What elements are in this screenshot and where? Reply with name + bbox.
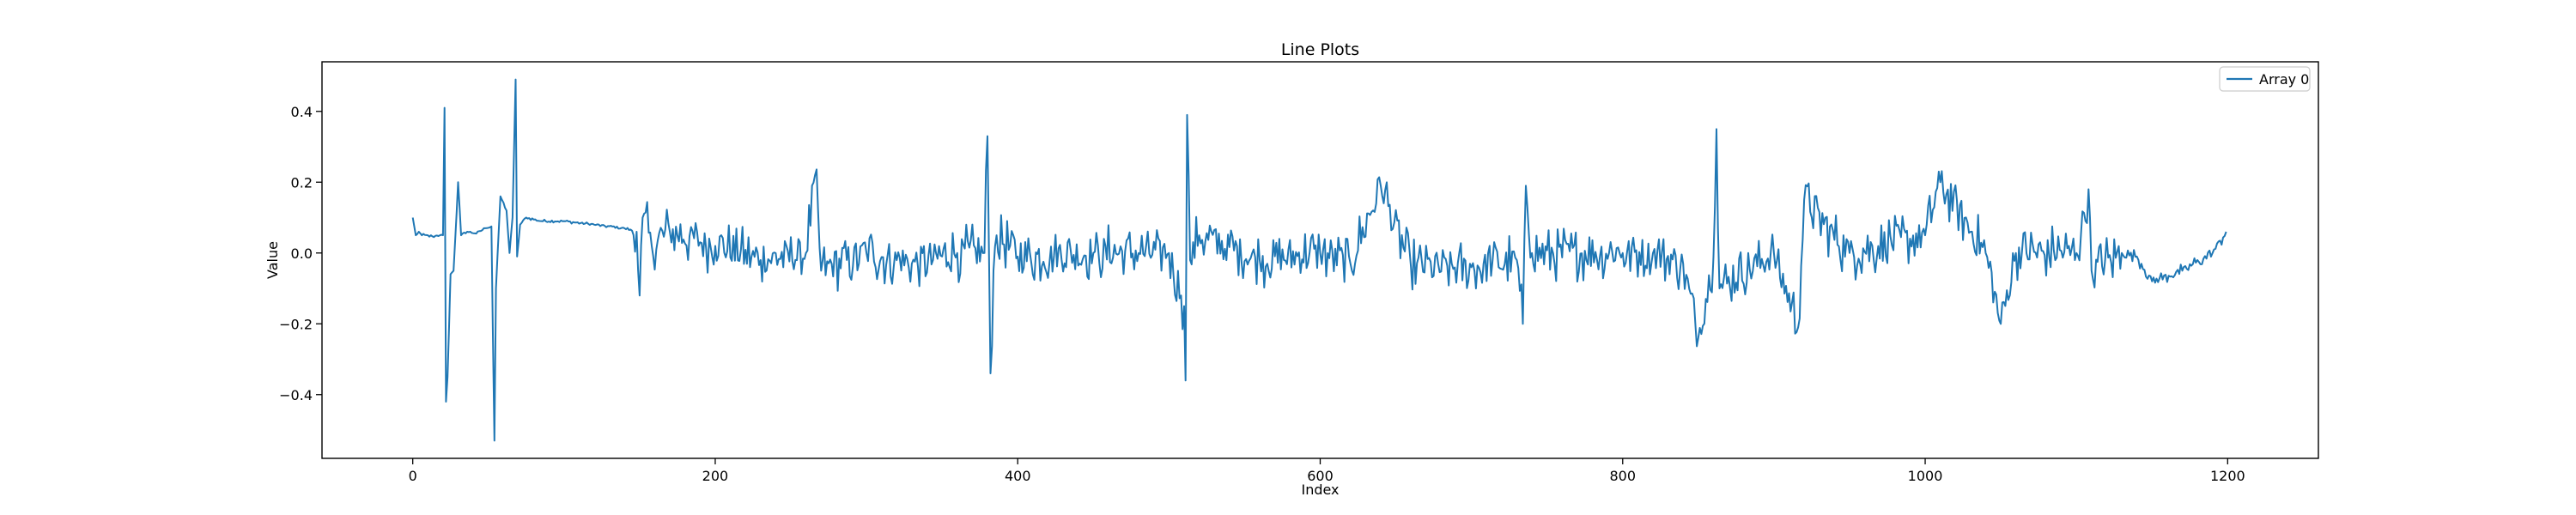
x-axis-title: Index — [1301, 482, 1339, 498]
x-tick-label: 600 — [1307, 468, 1334, 484]
x-axis: 0 200 400 600 800 1000 1200 — [409, 458, 2245, 484]
series-layer — [411, 78, 2227, 442]
y-axis: −0.4 −0.2 0.0 0.2 0.4 — [279, 104, 322, 403]
plot-frame — [321, 61, 2319, 459]
y-tick-label: −0.4 — [279, 387, 313, 403]
x-tick-label: 0 — [409, 468, 417, 484]
x-tick-label: 1000 — [1908, 468, 1943, 484]
y-tick-label: 0.0 — [291, 245, 313, 262]
chart-title: Line Plots — [1281, 40, 1359, 59]
legend-box — [2219, 66, 2311, 92]
x-tick-label: 1200 — [2210, 468, 2245, 484]
legend: Array 0 — [2219, 66, 2311, 92]
x-tick-label: 800 — [1609, 468, 1636, 484]
series-line-array-0 — [411, 78, 2227, 442]
legend-entry-array-0: Array 0 — [2259, 71, 2309, 88]
x-tick-label: 200 — [702, 468, 729, 484]
y-axis-title: Value — [264, 241, 281, 279]
y-tick-label: −0.2 — [279, 316, 313, 332]
y-tick-label: 0.2 — [291, 174, 313, 191]
x-tick-label: 400 — [1005, 468, 1031, 484]
y-tick-label: 0.4 — [291, 104, 313, 120]
